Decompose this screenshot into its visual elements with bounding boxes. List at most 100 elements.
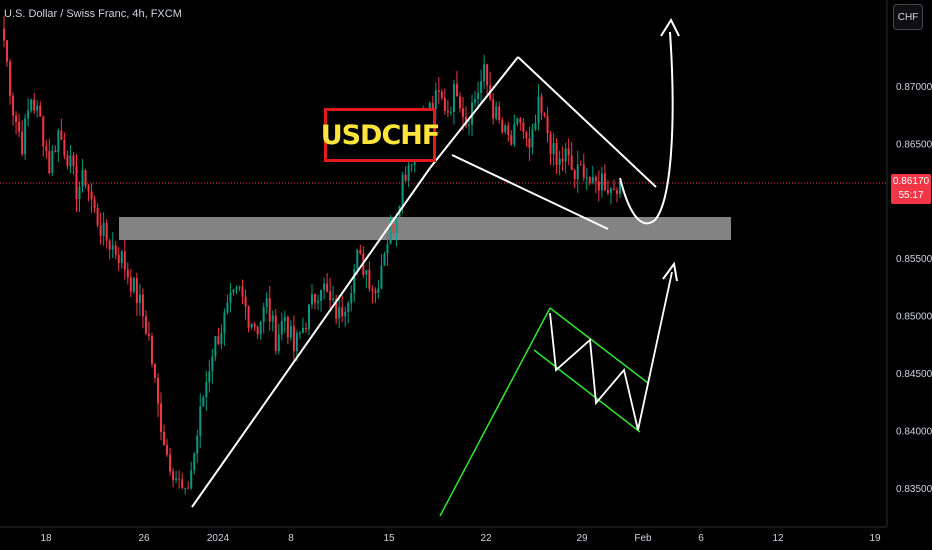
candle-body bbox=[440, 92, 443, 98]
candle-body bbox=[410, 164, 413, 166]
candle-body bbox=[549, 133, 552, 155]
time-tick-label: Feb bbox=[634, 533, 652, 544]
candle-body bbox=[18, 121, 21, 132]
candle-body bbox=[486, 64, 489, 86]
candle-body bbox=[78, 186, 81, 199]
candle-body bbox=[350, 293, 353, 304]
candle-body bbox=[495, 106, 498, 119]
candle-body bbox=[295, 332, 298, 352]
candle-body bbox=[449, 111, 452, 113]
price-tick-label: 0.85500 bbox=[896, 254, 932, 265]
candle-body bbox=[138, 294, 141, 304]
candle-body bbox=[190, 470, 193, 489]
projection-curve bbox=[619, 31, 674, 225]
candle-body bbox=[45, 146, 48, 152]
arrow-up-icon bbox=[660, 17, 680, 37]
candle-body bbox=[160, 403, 163, 432]
candle-body bbox=[329, 291, 332, 301]
candle-body bbox=[335, 298, 338, 319]
candlestick-series bbox=[3, 15, 621, 495]
time-tick-label: 8 bbox=[288, 533, 294, 544]
candle-body bbox=[317, 300, 320, 303]
price-tick-label: 0.84000 bbox=[896, 426, 932, 437]
candle-body bbox=[501, 120, 504, 132]
candle-body bbox=[211, 356, 214, 372]
candle-body bbox=[15, 115, 18, 122]
candle-body bbox=[437, 90, 440, 93]
candle-body bbox=[498, 106, 501, 121]
candle-body bbox=[380, 265, 383, 289]
candle-body bbox=[169, 454, 172, 472]
candle-body bbox=[286, 317, 289, 338]
candle-body bbox=[365, 269, 368, 275]
candle-body bbox=[277, 334, 280, 352]
candle-body bbox=[126, 269, 129, 278]
candle-body bbox=[377, 288, 380, 293]
candle-body bbox=[30, 99, 33, 111]
candle-body bbox=[298, 332, 301, 334]
candle-body bbox=[90, 191, 93, 200]
candle-body bbox=[619, 181, 621, 194]
candle-body bbox=[504, 125, 507, 132]
candle-body bbox=[311, 294, 313, 305]
candle-body bbox=[570, 155, 573, 171]
candle-body bbox=[60, 130, 63, 140]
candle-body bbox=[268, 298, 271, 322]
candle-body bbox=[597, 181, 600, 191]
price-tick-label: 0.86500 bbox=[896, 139, 932, 150]
candle-body bbox=[543, 113, 546, 116]
candle-body bbox=[250, 323, 253, 328]
symbol-title: U.S. Dollar / Swiss Franc, 4h, FXCM bbox=[4, 8, 182, 20]
candle-body bbox=[516, 118, 519, 124]
time-tick-label: 6 bbox=[698, 533, 704, 544]
candle-body bbox=[452, 84, 455, 112]
candle-body bbox=[558, 158, 561, 165]
bar-countdown: 55:17 bbox=[898, 190, 924, 201]
candle-body bbox=[326, 283, 329, 292]
candle-body bbox=[208, 371, 211, 383]
candle-body bbox=[220, 332, 223, 345]
candle-body bbox=[184, 487, 187, 489]
candle-body bbox=[573, 170, 576, 180]
candle-body bbox=[468, 124, 471, 126]
last-price-value: 0.86170 bbox=[892, 176, 930, 187]
candle-body bbox=[241, 286, 244, 297]
time-tick-label: 2024 bbox=[207, 533, 230, 544]
candle-body bbox=[229, 292, 232, 303]
candle-body bbox=[344, 311, 347, 317]
candle-body bbox=[87, 185, 90, 192]
candle-body bbox=[75, 165, 78, 199]
candle-body bbox=[129, 277, 132, 292]
time-tick-label: 12 bbox=[772, 533, 784, 544]
candle-body bbox=[199, 406, 202, 436]
candle-body bbox=[292, 326, 295, 352]
candle-body bbox=[283, 317, 286, 322]
candle-body bbox=[178, 478, 181, 480]
price-tick-label: 0.87000 bbox=[896, 82, 932, 93]
time-tick-label: 19 bbox=[869, 533, 881, 544]
candle-body bbox=[537, 96, 540, 124]
time-tick-label: 18 bbox=[40, 533, 52, 544]
currency-button[interactable]: CHF bbox=[893, 4, 923, 30]
candle-body bbox=[81, 170, 84, 187]
candle-body bbox=[401, 174, 404, 206]
candle-body bbox=[69, 155, 72, 167]
candle-body bbox=[552, 142, 555, 155]
candle-body bbox=[39, 105, 42, 117]
candle-body bbox=[259, 322, 262, 335]
candle-body bbox=[446, 110, 449, 113]
candle-body bbox=[353, 268, 356, 294]
candle-body bbox=[256, 326, 259, 335]
candle-body bbox=[455, 84, 458, 97]
candle-body bbox=[615, 190, 618, 194]
candle-body bbox=[63, 139, 66, 156]
candle-body bbox=[323, 283, 326, 290]
candle-body bbox=[27, 110, 30, 119]
candle-body bbox=[120, 251, 123, 264]
candle-body bbox=[280, 321, 283, 335]
candle-body bbox=[153, 364, 156, 378]
candle-body bbox=[458, 96, 461, 109]
candle-body bbox=[407, 164, 410, 181]
candle-body bbox=[461, 108, 464, 117]
